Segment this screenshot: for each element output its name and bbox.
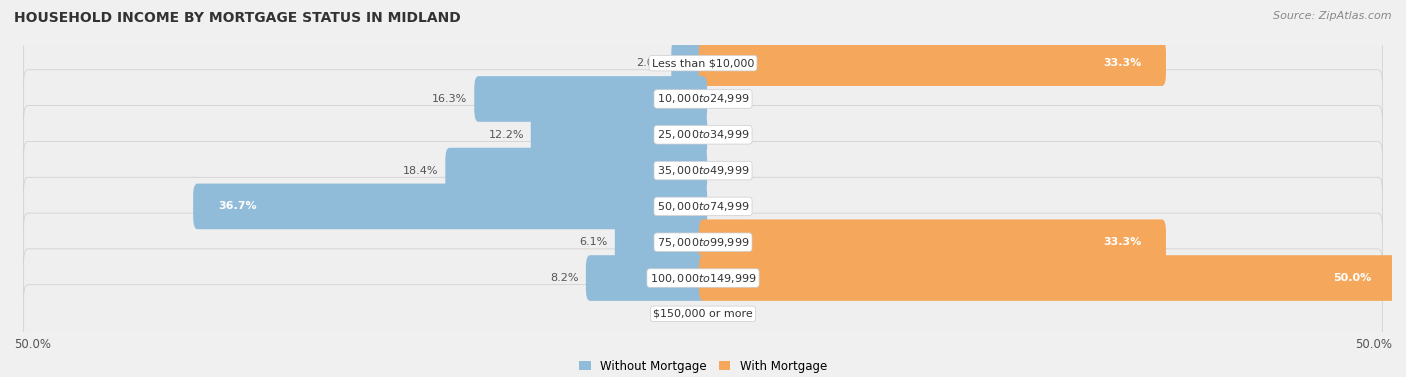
Text: $50,000 to $74,999: $50,000 to $74,999: [657, 200, 749, 213]
Text: 0.0%: 0.0%: [724, 201, 752, 211]
FancyBboxPatch shape: [24, 285, 1382, 343]
Text: 8.2%: 8.2%: [551, 273, 579, 283]
Text: 33.3%: 33.3%: [1102, 58, 1142, 68]
FancyBboxPatch shape: [699, 219, 1166, 265]
FancyBboxPatch shape: [671, 40, 707, 86]
Text: 6.1%: 6.1%: [579, 237, 607, 247]
Text: $10,000 to $24,999: $10,000 to $24,999: [657, 92, 749, 106]
Text: 2.0%: 2.0%: [636, 58, 665, 68]
FancyBboxPatch shape: [614, 219, 707, 265]
Text: $100,000 to $149,999: $100,000 to $149,999: [650, 271, 756, 285]
Text: 50.0%: 50.0%: [1355, 338, 1392, 351]
FancyBboxPatch shape: [24, 249, 1382, 307]
FancyBboxPatch shape: [24, 177, 1382, 236]
Text: 12.2%: 12.2%: [488, 130, 524, 140]
Text: 50.0%: 50.0%: [1333, 273, 1371, 283]
FancyBboxPatch shape: [531, 112, 707, 158]
FancyBboxPatch shape: [24, 213, 1382, 271]
Text: 0.0%: 0.0%: [724, 309, 752, 319]
Text: $25,000 to $34,999: $25,000 to $34,999: [657, 128, 749, 141]
FancyBboxPatch shape: [699, 255, 1396, 301]
FancyBboxPatch shape: [586, 255, 707, 301]
Text: 16.3%: 16.3%: [432, 94, 467, 104]
Text: 0.0%: 0.0%: [724, 94, 752, 104]
Text: 33.3%: 33.3%: [1102, 237, 1142, 247]
Text: 0.0%: 0.0%: [654, 309, 682, 319]
Text: $35,000 to $49,999: $35,000 to $49,999: [657, 164, 749, 177]
FancyBboxPatch shape: [24, 70, 1382, 128]
Text: 18.4%: 18.4%: [404, 166, 439, 176]
FancyBboxPatch shape: [193, 184, 707, 229]
Text: $75,000 to $99,999: $75,000 to $99,999: [657, 236, 749, 249]
FancyBboxPatch shape: [446, 148, 707, 193]
Text: 50.0%: 50.0%: [14, 338, 51, 351]
Legend: Without Mortgage, With Mortgage: Without Mortgage, With Mortgage: [574, 355, 832, 377]
Text: 36.7%: 36.7%: [218, 201, 257, 211]
FancyBboxPatch shape: [24, 141, 1382, 200]
Text: 0.0%: 0.0%: [724, 130, 752, 140]
FancyBboxPatch shape: [24, 34, 1382, 92]
Text: Less than $10,000: Less than $10,000: [652, 58, 754, 68]
Text: HOUSEHOLD INCOME BY MORTGAGE STATUS IN MIDLAND: HOUSEHOLD INCOME BY MORTGAGE STATUS IN M…: [14, 11, 461, 25]
FancyBboxPatch shape: [24, 106, 1382, 164]
FancyBboxPatch shape: [699, 40, 1166, 86]
Text: $150,000 or more: $150,000 or more: [654, 309, 752, 319]
Text: 0.0%: 0.0%: [724, 166, 752, 176]
Text: Source: ZipAtlas.com: Source: ZipAtlas.com: [1274, 11, 1392, 21]
FancyBboxPatch shape: [474, 76, 707, 122]
